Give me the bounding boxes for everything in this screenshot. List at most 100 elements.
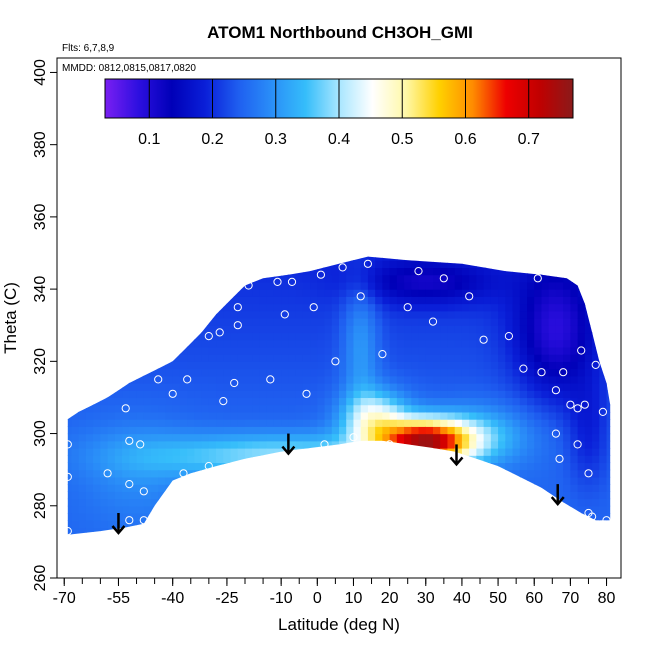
- field-cell: [317, 339, 326, 348]
- field-cell: [433, 397, 441, 406]
- field-cell: [266, 325, 275, 334]
- field-cell: [490, 361, 499, 370]
- field-cell: [288, 318, 297, 326]
- colorbar-tick-label: 0.1: [138, 131, 160, 148]
- field-cell: [592, 520, 600, 529]
- field-cell: [570, 383, 579, 391]
- field-cell: [93, 383, 101, 391]
- field-cell: [107, 462, 116, 471]
- field-cell: [310, 383, 318, 391]
- field-cell: [490, 462, 499, 471]
- field-cell: [71, 303, 80, 312]
- field-cell: [548, 397, 557, 406]
- field-cell: [302, 527, 311, 535]
- field-cell: [440, 332, 449, 341]
- field-cell: [172, 534, 181, 535]
- field-cell: [404, 260, 412, 269]
- field-cell: [512, 455, 521, 464]
- field-cell: [599, 440, 608, 449]
- field-cell: [584, 325, 593, 334]
- field-cell: [136, 404, 145, 413]
- field-cell: [577, 534, 586, 535]
- field-cell: [375, 368, 383, 377]
- field-cell: [346, 484, 355, 492]
- field-cell: [476, 281, 485, 290]
- field-cell: [411, 419, 420, 427]
- field-cell: [592, 433, 600, 442]
- field-cell: [281, 433, 289, 442]
- field-cell: [519, 383, 528, 391]
- field-cell: [346, 462, 355, 471]
- field-cell: [252, 448, 261, 456]
- field-cell: [469, 426, 477, 435]
- field-cell: [389, 534, 398, 535]
- field-cell: [541, 462, 550, 471]
- field-cell: [273, 361, 282, 370]
- field-cell: [252, 339, 261, 348]
- field-cell: [78, 332, 87, 341]
- field-cell: [252, 368, 261, 377]
- field-cell: [454, 354, 463, 362]
- field-cell: [411, 260, 420, 269]
- field-cell: [85, 390, 94, 399]
- field-cell: [100, 440, 109, 449]
- field-cell: [411, 411, 420, 420]
- field-cell: [353, 476, 362, 485]
- field-cell: [425, 426, 434, 435]
- field-cell: [555, 383, 564, 391]
- field-cell: [592, 390, 600, 399]
- y-tick-label: 300: [32, 420, 49, 447]
- field-cell: [367, 390, 376, 399]
- field-cell: [187, 534, 195, 535]
- field-cell: [411, 448, 420, 456]
- field-cell: [288, 498, 297, 507]
- field-cell: [541, 404, 550, 413]
- field-cell: [201, 361, 210, 370]
- field-cell: [382, 534, 391, 535]
- field-cell: [483, 256, 492, 261]
- field-cell: [252, 267, 261, 276]
- field-cell: [339, 346, 347, 355]
- field-cell: [584, 361, 593, 370]
- field-cell: [223, 426, 232, 435]
- field-cell: [331, 476, 340, 485]
- field-cell: [201, 310, 210, 319]
- field-cell: [584, 411, 593, 420]
- field-cell: [172, 354, 181, 362]
- field-cell: [519, 346, 528, 355]
- field-cell: [519, 354, 528, 362]
- field-cell: [433, 404, 441, 413]
- field-cell: [237, 440, 246, 449]
- field-cell: [85, 520, 94, 529]
- field-cell: [461, 520, 470, 529]
- field-cell: [194, 346, 203, 355]
- field-cell: [382, 419, 391, 427]
- field-cell: [252, 498, 261, 507]
- field-cell: [396, 397, 405, 406]
- field-cell: [165, 505, 174, 514]
- field-cell: [425, 491, 434, 500]
- field-cell: [208, 404, 217, 413]
- field-cell: [440, 267, 449, 276]
- field-cell: [418, 505, 427, 514]
- field-cell: [100, 310, 109, 319]
- field-cell: [310, 303, 318, 312]
- field-cell: [367, 303, 376, 312]
- field-cell: [216, 281, 224, 290]
- field-cell: [577, 513, 586, 521]
- field-cell: [302, 296, 311, 305]
- field-cell: [208, 469, 217, 478]
- field-cell: [541, 281, 550, 290]
- field-cell: [389, 339, 398, 348]
- field-cell: [223, 455, 232, 464]
- field-cell: [461, 267, 470, 276]
- field-cell: [201, 513, 210, 521]
- field-cell: [223, 256, 232, 261]
- field-cell: [129, 318, 138, 326]
- field-cell: [353, 289, 362, 297]
- field-cell: [208, 476, 217, 485]
- field-cell: [483, 346, 492, 355]
- field-cell: [136, 505, 145, 514]
- field-cell: [223, 289, 232, 297]
